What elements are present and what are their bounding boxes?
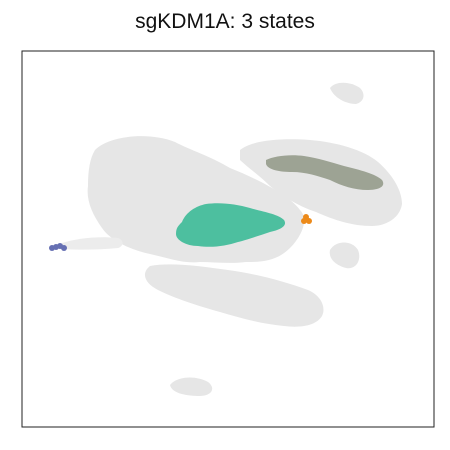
highlighted-states (49, 155, 384, 251)
state-orange-point-3 (301, 218, 307, 224)
background-trail-left (62, 237, 123, 250)
state-orange-point-2 (306, 218, 312, 224)
state-gray-green (266, 155, 384, 190)
state-teal (176, 203, 286, 247)
background-cluster-bottom (170, 377, 213, 396)
chart-title: sgKDM1A: 3 states (135, 10, 315, 33)
background-cluster-small-right (329, 242, 360, 269)
state-blue-point-4 (61, 245, 67, 251)
plot-frame (21, 50, 435, 428)
background-cluster-lower (144, 264, 324, 327)
background-cluster-top-blob (330, 82, 364, 104)
